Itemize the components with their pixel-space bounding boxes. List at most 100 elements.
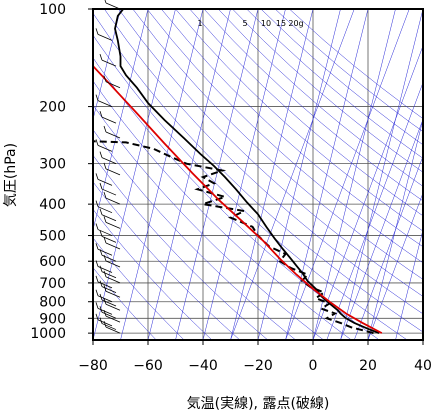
y-tick-label: 700 bbox=[39, 276, 66, 292]
mixing-ratio-label: 20g bbox=[288, 19, 303, 28]
wind-barb-flag bbox=[99, 151, 103, 158]
wind-barb-flag bbox=[104, 0, 107, 4]
isotherm-line bbox=[175, 9, 259, 340]
y-tick-label: 100 bbox=[39, 2, 66, 18]
wind-barb-flag bbox=[99, 265, 103, 272]
adiabat-line bbox=[93, 104, 324, 340]
x-tick-label: −60 bbox=[133, 358, 163, 374]
wind-barb bbox=[101, 254, 117, 262]
y-tick-label: 800 bbox=[39, 295, 66, 311]
isotherm-line bbox=[422, 338, 423, 340]
wind-barb-flag bbox=[103, 162, 107, 170]
wind-barb bbox=[101, 157, 117, 165]
adiabat-line bbox=[246, 9, 423, 159]
adiabat-line bbox=[218, 9, 423, 187]
adiabat-line bbox=[146, 9, 423, 264]
temperature-line bbox=[114, 9, 380, 334]
isotherm-line bbox=[93, 9, 121, 121]
adiabat-line bbox=[93, 12, 423, 333]
adiabat-line bbox=[175, 9, 423, 232]
wind-barb bbox=[97, 307, 113, 315]
wind-barb-flag bbox=[95, 275, 99, 282]
wind-barb-flag bbox=[95, 173, 99, 180]
wind-barb-flag bbox=[95, 223, 99, 230]
x-tick-label: −80 bbox=[78, 358, 108, 374]
x-axis: −80 −60 −40 −20 0 20 40 bbox=[78, 340, 432, 374]
wind-barb-flag bbox=[103, 321, 107, 328]
wind-barb bbox=[105, 290, 121, 298]
mixing-ratio-label: 1 bbox=[197, 19, 202, 28]
wind-barb bbox=[105, 303, 121, 311]
adiabat-line bbox=[203, 9, 423, 202]
grid bbox=[92, 8, 424, 340]
y-tick-label: 600 bbox=[39, 254, 66, 270]
wind-barb bbox=[97, 248, 113, 256]
wind-barb-flag bbox=[95, 94, 99, 101]
adiabat-line bbox=[161, 9, 423, 248]
wind-barb-flag bbox=[95, 139, 99, 146]
isotherm-line bbox=[230, 9, 314, 340]
wind-barb bbox=[97, 281, 113, 289]
wind-barb bbox=[97, 178, 113, 186]
wind-barb bbox=[101, 271, 117, 279]
isotherm-line bbox=[147, 9, 231, 340]
isotherm-line bbox=[340, 9, 423, 340]
wind-barb bbox=[105, 242, 121, 250]
mixing-ratio-line bbox=[340, 118, 423, 340]
wind-barb bbox=[105, 197, 121, 205]
isotherm-line bbox=[395, 228, 423, 340]
wind-barb bbox=[105, 326, 121, 334]
x-tick-label: −20 bbox=[243, 358, 273, 374]
wind-barb bbox=[97, 145, 113, 152]
adiabat-line bbox=[260, 9, 423, 146]
adiabat-line bbox=[289, 9, 423, 119]
wind-barb bbox=[101, 236, 117, 243]
wind-barb-flag bbox=[103, 216, 107, 223]
isotherm-line bbox=[93, 9, 149, 231]
y-tick-label: 400 bbox=[39, 197, 66, 213]
mixing-ratio-labels: 1 5 10 15 20g bbox=[197, 19, 303, 28]
adiabat-line bbox=[93, 80, 352, 340]
profiles bbox=[93, 9, 383, 335]
adiabat-line bbox=[232, 9, 423, 173]
y-axis-title: 気圧(hPa) bbox=[3, 143, 19, 207]
wind-barb-flag bbox=[103, 270, 107, 278]
y-tick-label: 200 bbox=[39, 100, 66, 116]
mixing-ratio-line bbox=[367, 192, 423, 340]
wind-barb bbox=[101, 323, 117, 330]
mixing-ratio-label: 10 bbox=[261, 19, 271, 28]
wind-barb bbox=[101, 188, 117, 196]
wind-barb-flag bbox=[99, 280, 103, 287]
mixing-ratio-label: 15 bbox=[276, 19, 286, 28]
wind-barb bbox=[97, 295, 113, 303]
mixing-ratio-line bbox=[230, 9, 355, 340]
x-tick-label: −40 bbox=[188, 358, 218, 374]
wind-barb-flag bbox=[95, 28, 99, 35]
y-tick-label: 300 bbox=[39, 157, 66, 173]
x-tick-label: 0 bbox=[309, 358, 318, 374]
adiabat-line bbox=[93, 208, 213, 340]
adiabat-line bbox=[93, 237, 185, 340]
y-tick-label: 500 bbox=[39, 229, 66, 245]
wind-barb bbox=[105, 168, 121, 176]
wind-barb-flag bbox=[99, 53, 103, 61]
wind-barb-flag bbox=[103, 75, 107, 82]
isotherm-line bbox=[202, 9, 286, 340]
wind-barb bbox=[105, 131, 121, 139]
wind-barb bbox=[105, 260, 121, 268]
wind-barb bbox=[101, 59, 117, 67]
wind-barb bbox=[97, 34, 113, 41]
wind-barb bbox=[105, 315, 121, 323]
isotherm-line bbox=[257, 9, 341, 340]
y-tick-label: 900 bbox=[39, 311, 66, 327]
adiabat-line bbox=[93, 267, 157, 340]
mixing-ratio-line bbox=[326, 81, 423, 340]
wind-barb bbox=[97, 266, 113, 273]
wind-barb bbox=[101, 286, 117, 294]
wind-barb bbox=[105, 276, 121, 284]
isotherm-line bbox=[120, 9, 204, 340]
wind-barb-flag bbox=[103, 125, 107, 133]
adiabat-line bbox=[93, 57, 380, 340]
isotherm-line bbox=[312, 9, 396, 340]
